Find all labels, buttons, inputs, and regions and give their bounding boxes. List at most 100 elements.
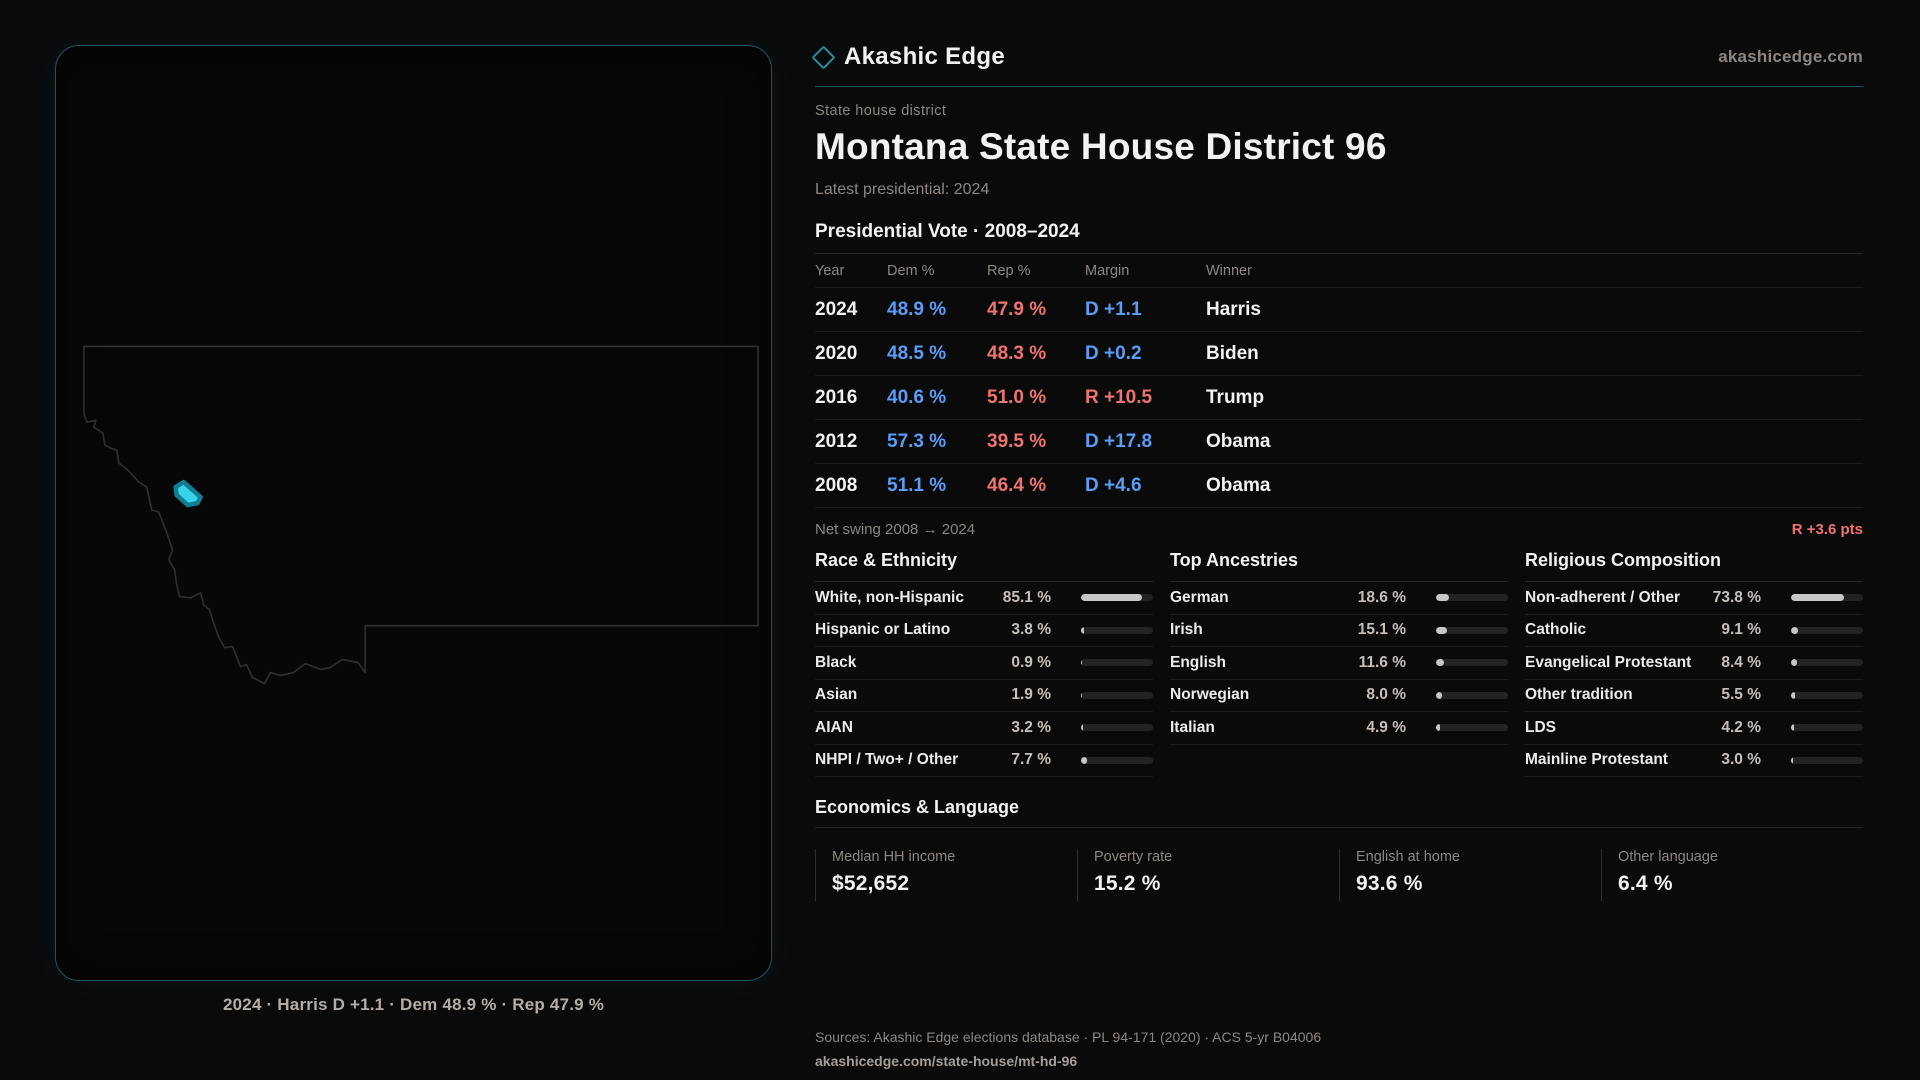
item-label: NHPI / Two+ / Other	[815, 751, 959, 769]
list-item: Black 0.9 %	[815, 647, 1153, 680]
item-value: 0.9 %	[1011, 653, 1051, 671]
net-swing-label: Net swing 2008 → 2024	[815, 521, 976, 538]
district-96-shape[interactable]	[173, 479, 203, 508]
item-value: 1.9 %	[1011, 686, 1051, 704]
list-item: Other tradition 5.5 %	[1525, 680, 1863, 712]
table-row: 2024 48.9 % 47.9 % D +1.1 Harris	[815, 288, 1863, 332]
item-label: Black	[815, 653, 857, 671]
item-value: 5.5 %	[1721, 686, 1761, 704]
stat-value: 15.2 %	[1094, 872, 1161, 895]
dem-pct-cell: 48.5 %	[887, 342, 947, 364]
margin-cell: D +4.6	[1085, 474, 1142, 496]
winner-cell: Obama	[1206, 474, 1271, 496]
winner-cell: Harris	[1206, 298, 1261, 320]
dem-pct-cell: 57.3 %	[887, 430, 947, 452]
demographics-section: Race & Ethnicity White, non-Hispanic 85.…	[815, 550, 1863, 777]
list-item: English 11.6 %	[1170, 647, 1508, 680]
col-header-rep: Rep %	[987, 263, 1031, 279]
item-bar	[1436, 594, 1508, 602]
brand-header: Akashic Edge akashicedge.com	[811, 34, 1863, 80]
stat-label: Poverty rate	[1094, 849, 1173, 865]
item-label: German	[1170, 588, 1229, 606]
list-item: Catholic 9.1 %	[1525, 615, 1863, 647]
item-value: 8.4 %	[1721, 653, 1761, 671]
item-value: 4.9 %	[1366, 718, 1406, 736]
rep-pct-cell: 47.9 %	[987, 298, 1047, 320]
map-caption: 2024 · Harris D +1.1 · Dem 48.9 % · Rep …	[222, 995, 605, 1014]
report-panel: Akashic Edge akashicedge.com State house…	[811, 34, 1863, 1071]
list-item: Norwegian 8.0 %	[1170, 680, 1508, 712]
item-value: 9.1 %	[1721, 621, 1761, 639]
item-bar	[1081, 756, 1153, 764]
economics-stats: Median HH income $52,652 Poverty rate 15…	[815, 849, 1863, 901]
item-bar	[1791, 659, 1863, 667]
rep-pct-cell: 39.5 %	[987, 430, 1047, 452]
brand-domain-link[interactable]: akashicedge.com	[1718, 47, 1863, 66]
page-title: Montana State House District 96	[815, 126, 1387, 167]
table-row: 2008 51.1 % 46.4 % D +4.6 Obama	[815, 464, 1863, 508]
item-label: White, non-Hispanic	[815, 588, 964, 606]
item-label: Irish	[1170, 621, 1203, 639]
item-label: Hispanic or Latino	[815, 621, 951, 639]
item-bar	[1081, 724, 1153, 732]
margin-cell: D +0.2	[1085, 342, 1142, 364]
montana-outline	[83, 345, 759, 685]
col-header-margin: Margin	[1085, 263, 1130, 279]
list-item: LDS 4.2 %	[1525, 712, 1863, 745]
net-swing-value: R +3.6 pts	[1791, 521, 1863, 538]
item-bar	[1791, 691, 1863, 699]
list-item: White, non-Hispanic 85.1 %	[815, 582, 1153, 615]
margin-cell: R +10.5	[1085, 386, 1153, 408]
item-bar	[1081, 691, 1153, 699]
religion-column: Religious Composition Non-adherent / Oth…	[1525, 550, 1863, 777]
table-row: 2012 57.3 % 39.5 % D +17.8 Obama	[815, 420, 1863, 464]
item-bar	[1436, 626, 1508, 634]
item-bar	[1791, 626, 1863, 634]
year-cell: 2016	[815, 386, 858, 408]
brand-name: Akashic Edge	[844, 43, 1005, 70]
year-cell: 2020	[815, 342, 858, 364]
item-value: 8.0 %	[1366, 686, 1406, 704]
item-label: Other tradition	[1525, 686, 1633, 704]
item-value: 7.7 %	[1011, 751, 1051, 769]
item-bar	[1081, 659, 1153, 667]
margin-cell: D +1.1	[1085, 298, 1142, 320]
item-value: 18.6 %	[1357, 588, 1406, 606]
list-item: Evangelical Protestant 8.4 %	[1525, 647, 1863, 680]
col-header-dem: Dem %	[887, 263, 935, 279]
stat-label: Median HH income	[832, 849, 956, 865]
item-value: 3.8 %	[1011, 621, 1051, 639]
margin-cell: D +17.8	[1085, 430, 1153, 452]
item-label: English	[1170, 653, 1226, 671]
item-value: 15.1 %	[1357, 621, 1406, 639]
table-row: 2016 40.6 % 51.0 % R +10.5 Trump	[815, 376, 1863, 420]
winner-cell: Biden	[1206, 342, 1259, 364]
list-item: German 18.6 %	[1170, 582, 1508, 615]
list-item: AIAN 3.2 %	[815, 712, 1153, 745]
district-type-eyebrow: State house district	[815, 103, 947, 119]
item-value: 4.2 %	[1721, 718, 1761, 736]
stat-english-at-home: English at home 93.6 %	[1339, 849, 1601, 901]
list-item: Irish 15.1 %	[1170, 615, 1508, 647]
stat-label: English at home	[1356, 849, 1460, 865]
item-bar	[1436, 659, 1508, 667]
item-label: Non-adherent / Other	[1525, 588, 1681, 606]
latest-presidential-note: Latest presidential: 2024	[815, 181, 990, 198]
permalink[interactable]: akashicedge.com/state-house/mt-hd-96	[815, 1053, 1078, 1069]
brand-lockup: Akashic Edge	[811, 43, 1005, 71]
year-cell: 2024	[815, 298, 858, 320]
item-bar	[1081, 594, 1153, 602]
year-cell: 2008	[815, 474, 858, 496]
winner-cell: Obama	[1206, 430, 1271, 452]
ancestries-column: Top Ancestries German 18.6 % Irish 15.1 …	[1170, 550, 1508, 777]
header-divider	[815, 86, 1863, 87]
stat-poverty-rate: Poverty rate 15.2 %	[1077, 849, 1339, 901]
item-value: 85.1 %	[1002, 588, 1051, 606]
sources-text: Sources: Akashic Edge elections database…	[815, 1029, 1322, 1045]
diamond-logo-icon	[811, 44, 836, 70]
stat-median-income: Median HH income $52,652	[815, 849, 1077, 901]
stat-value: 93.6 %	[1356, 872, 1423, 895]
item-label: Asian	[815, 686, 858, 704]
item-bar	[1436, 691, 1508, 699]
list-item: NHPI / Two+ / Other 7.7 %	[815, 745, 1153, 777]
